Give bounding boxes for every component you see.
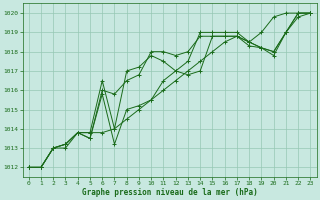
X-axis label: Graphe pression niveau de la mer (hPa): Graphe pression niveau de la mer (hPa) [82,188,258,197]
